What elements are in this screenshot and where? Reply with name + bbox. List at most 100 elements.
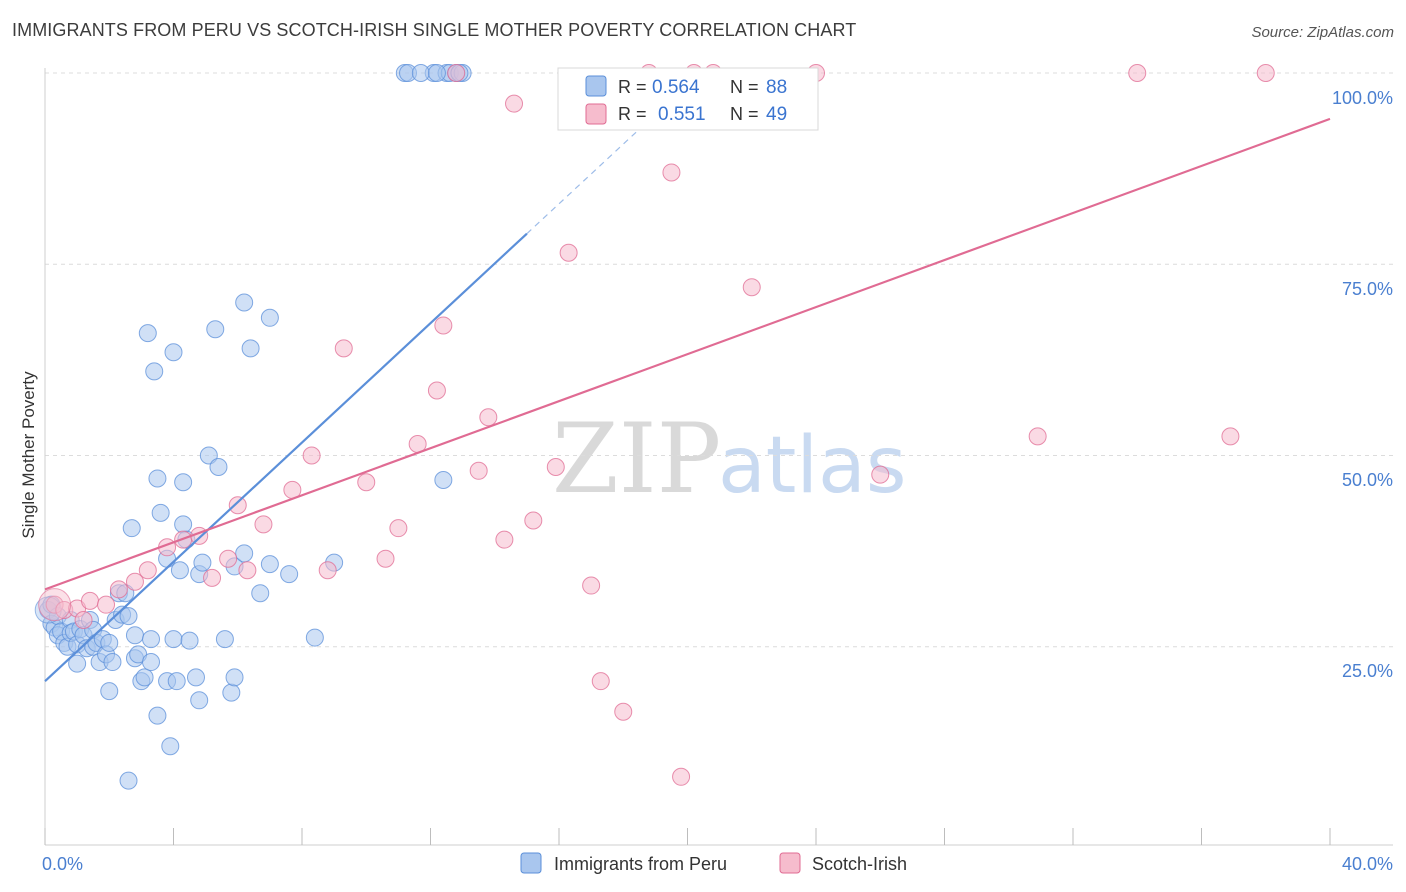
scotch-irish-point-40 xyxy=(672,767,691,786)
peru-point-52 xyxy=(170,561,189,580)
peru-point-31 xyxy=(119,607,138,626)
peru-point-24 xyxy=(100,633,119,652)
peru-point-34 xyxy=(125,626,144,645)
legend-bottom-label-peru: Immigrants from Peru xyxy=(554,854,727,874)
scotch-irish-point-15 xyxy=(238,561,257,580)
scotch-irish-point-45 xyxy=(871,465,890,484)
y-tick-label-100: 100.0% xyxy=(1332,88,1393,108)
scotch-irish-point-48 xyxy=(1221,427,1240,446)
scotch-irish-point-37 xyxy=(614,702,633,721)
scotch-irish-point-28 xyxy=(469,461,488,480)
peru-point-13 xyxy=(68,654,87,673)
scotch-irish-point-7 xyxy=(125,572,144,591)
peru-point-33 xyxy=(122,519,141,538)
peru-point-40 xyxy=(142,653,161,672)
legend-series: Immigrants from Peru Scotch-Irish xyxy=(520,852,907,874)
scotch-irish-point-35 xyxy=(582,576,601,595)
trend-lines xyxy=(44,84,1331,682)
peru-point-26 xyxy=(103,653,122,672)
legend-swatch-blue xyxy=(585,75,607,97)
scotch-irish-point-27 xyxy=(447,64,466,82)
legend-stats: R = 0.564 N = 88 R = 0.551 N = 49 xyxy=(557,67,819,131)
y-tick-label-25: 25.0% xyxy=(1342,661,1393,681)
peru-point-74 xyxy=(280,565,299,584)
legend-r-label-pink: R = xyxy=(618,104,647,124)
series-peru-points xyxy=(34,64,472,790)
scotch-irish-point-49 xyxy=(1256,64,1275,82)
peru-point-75 xyxy=(305,628,324,647)
legend-swatch-pink xyxy=(585,103,607,125)
peru-point-25 xyxy=(100,682,119,701)
legend-r-label-blue: R = xyxy=(618,77,647,97)
peru-point-71 xyxy=(251,584,270,603)
peru-point-87 xyxy=(434,470,453,489)
legend-bottom-label-scotch-irish: Scotch-Irish xyxy=(812,854,907,874)
scotch-irish-point-36 xyxy=(591,672,610,691)
y-axis-label: Single Mother Poverty xyxy=(19,371,38,539)
scotch-irish-point-47 xyxy=(1128,64,1147,82)
peru-point-39 xyxy=(138,324,157,343)
peru-point-51 xyxy=(167,672,186,691)
peru-point-86 xyxy=(427,64,446,82)
peru-point-65 xyxy=(222,683,241,702)
legend-n-label-blue: N = xyxy=(730,77,759,97)
peru-point-53 xyxy=(174,473,193,492)
peru-point-42 xyxy=(145,362,164,381)
y-tick-label-50: 50.0% xyxy=(1342,470,1393,490)
peru-point-69 xyxy=(235,544,254,563)
scotch-irish-point-8 xyxy=(138,561,157,580)
x-tick-label-max: 40.0% xyxy=(1342,854,1393,874)
scotch-irish-point-46 xyxy=(1028,427,1047,446)
scotch-irish-point-16 xyxy=(254,515,273,534)
scotch-irish-trend-line xyxy=(44,117,1331,591)
peru-point-49 xyxy=(164,343,183,362)
scotch-irish-point-13 xyxy=(219,549,238,568)
scotch-irish-cluster-mark xyxy=(38,588,72,622)
scotch-irish-point-12 xyxy=(203,568,222,587)
scotch-irish-point-33 xyxy=(546,457,565,476)
legend-n-value-blue: 88 xyxy=(766,77,787,98)
scotch-irish-point-26 xyxy=(434,316,453,335)
watermark-zip: ZIP xyxy=(552,403,721,515)
peru-point-56 xyxy=(180,631,199,650)
axes xyxy=(44,68,1393,846)
source-label: Source: ZipAtlas.com xyxy=(1251,24,1394,41)
peru-point-61 xyxy=(199,446,218,465)
peru-point-38 xyxy=(135,668,154,687)
scotch-irish-point-3 xyxy=(74,610,93,629)
peru-point-45 xyxy=(151,503,170,522)
legend-r-value-pink: 0.551 xyxy=(658,104,706,125)
chart-title: IMMIGRANTS FROM PERU VS SCOTCH-IRISH SIN… xyxy=(12,20,857,40)
x-tick-label-min: 0.0% xyxy=(42,854,83,874)
peru-point-64 xyxy=(215,630,234,649)
scotch-irish-point-39 xyxy=(662,163,681,182)
peru-trend-line xyxy=(44,232,528,682)
peru-point-32 xyxy=(119,771,138,790)
peru-point-62 xyxy=(206,320,225,339)
scotch-irish-point-30 xyxy=(495,530,514,549)
peru-trend-extension xyxy=(526,84,688,235)
scotch-irish-point-31 xyxy=(505,94,524,113)
peru-point-84 xyxy=(411,64,430,82)
scotch-irish-point-4 xyxy=(80,591,99,610)
peru-point-72 xyxy=(260,308,279,327)
scotch-irish-point-23 xyxy=(389,519,408,538)
scotch-irish-point-5 xyxy=(97,595,116,614)
scotch-irish-point-29 xyxy=(479,408,498,427)
scotch-irish-point-25 xyxy=(427,381,446,400)
legend-n-value-pink: 49 xyxy=(766,104,787,125)
peru-point-41 xyxy=(142,630,161,649)
scotch-irish-point-18 xyxy=(302,446,321,465)
peru-point-54 xyxy=(174,515,193,534)
scotch-irish-point-43 xyxy=(742,278,761,297)
legend-bottom-swatch-blue xyxy=(520,852,542,874)
peru-point-43 xyxy=(148,469,167,488)
legend-bottom-swatch-pink xyxy=(779,852,801,874)
scotch-irish-point-34 xyxy=(559,243,578,262)
scotch-irish-point-6 xyxy=(109,580,128,599)
peru-point-68 xyxy=(235,293,254,312)
peru-point-50 xyxy=(164,630,183,649)
peru-point-48 xyxy=(161,737,180,756)
scotch-irish-point-32 xyxy=(524,511,543,530)
